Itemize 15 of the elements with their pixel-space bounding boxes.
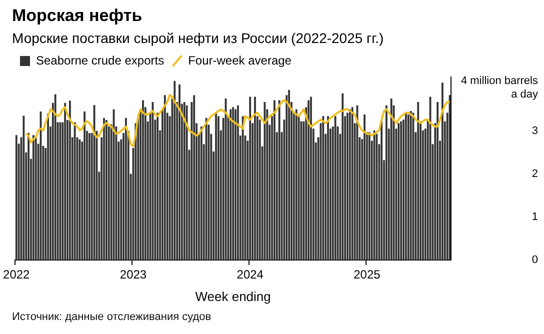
y-tick-label: 2 <box>532 168 538 180</box>
legend-label: Four-week average <box>188 53 292 68</box>
y-tick-label: 1 <box>532 210 538 223</box>
chart-subtitle: Морские поставки сырой нефти из России (2022-2025 гг.) <box>11 29 385 47</box>
x-axis-title: Week ending <box>195 288 271 304</box>
x-tick-label: 2023 <box>120 268 147 282</box>
y-tick-label: 4 million barrels a day <box>460 75 538 100</box>
y-tick-label: 3 <box>532 124 538 137</box>
x-tick-label: 2024 <box>236 268 264 282</box>
x-tick-label: 2025 <box>354 268 381 282</box>
legend-label: Seaborne crude exports <box>36 53 164 68</box>
y-tick-label: 0 <box>532 254 538 266</box>
text: Источник: данные отслеживания судов <box>11 310 212 323</box>
chart-title: Морская нефть <box>11 5 144 26</box>
x-tick-label: 2022 <box>3 268 30 282</box>
